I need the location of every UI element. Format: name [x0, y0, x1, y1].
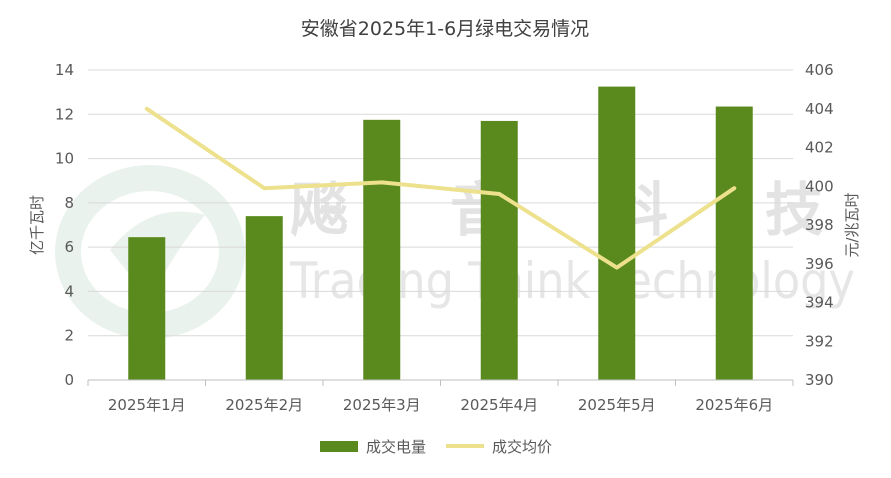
- y2-tick-label: 396: [805, 255, 834, 273]
- x-tick-label: 2025年1月: [108, 396, 186, 414]
- bar: [480, 120, 518, 380]
- x-axis: 2025年1月 2025年2月 2025年3月 2025年4月 2025年5月 2025年…: [87, 379, 794, 414]
- y2-tick-label: 402: [805, 139, 834, 157]
- x-tick-label: 2025年2月: [225, 396, 303, 414]
- bar: [715, 106, 753, 381]
- y2-tick-label: 404: [805, 100, 834, 118]
- x-tick-label: 2025年5月: [578, 396, 656, 414]
- x-tick-label: 2025年6月: [695, 396, 773, 414]
- bar: [598, 86, 636, 380]
- y-tick-label: 4: [64, 282, 74, 300]
- bar-series: [128, 86, 753, 381]
- price-line: [144, 106, 737, 270]
- y2-tick-label: 394: [805, 294, 834, 312]
- y-tick-label: 8: [64, 194, 74, 212]
- watermark-char-4: 技: [765, 176, 823, 244]
- legend-label-bar: 成交电量: [366, 438, 426, 456]
- legend-swatch-bar: [320, 441, 358, 452]
- x-tick-label: 2025年4月: [460, 396, 538, 414]
- bar: [245, 216, 283, 380]
- legend: 成交电量 成交均价: [320, 438, 552, 456]
- y-tick-label: 10: [55, 150, 74, 168]
- gridlines: [88, 69, 793, 337]
- x-tick-label: 2025年3月: [343, 396, 421, 414]
- y2-tick-label: 398: [805, 216, 834, 234]
- chart-title: 安徽省2025年1-6月绿电交易情况: [301, 18, 589, 40]
- y-axis-label: 亿千瓦时: [28, 195, 46, 255]
- legend-label-line: 成交均价: [492, 438, 552, 456]
- y-tick-label: 6: [64, 238, 74, 256]
- y2-tick-label: 392: [805, 332, 834, 350]
- y-tick-label: 2: [64, 327, 74, 345]
- y-tick-label: 14: [55, 61, 74, 79]
- y2-axis-label: 元/兆瓦时: [843, 192, 861, 257]
- y-axis-right: 390 392 394 396 398 400 402 404 406: [805, 61, 834, 389]
- y2-tick-label: 400: [805, 177, 834, 195]
- y-tick-label: 0: [64, 371, 74, 389]
- bar: [363, 119, 401, 381]
- y2-tick-label: 406: [805, 61, 834, 79]
- bar: [128, 237, 166, 380]
- line-series: [144, 106, 737, 270]
- y-tick-label: 12: [55, 105, 74, 123]
- y2-tick-label: 390: [805, 371, 834, 389]
- y-axis-left: 0 2 4 6 8 10 12 14: [55, 61, 74, 389]
